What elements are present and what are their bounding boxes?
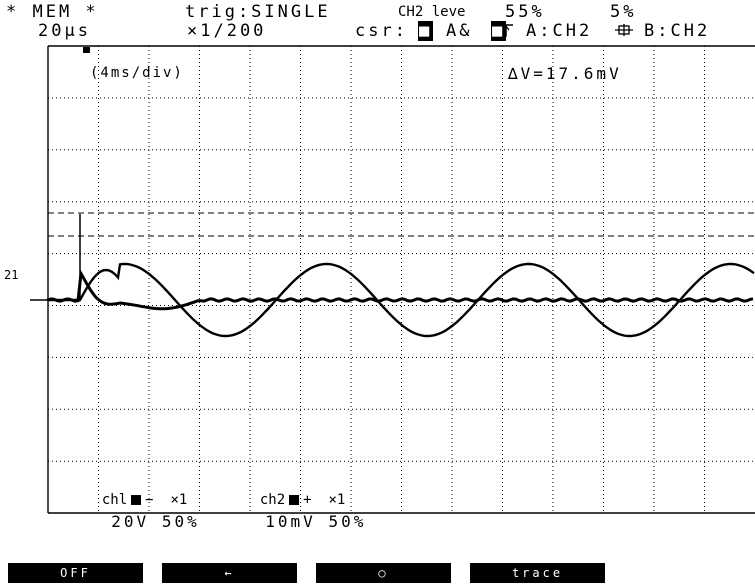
ch2-settings: 10mV 50% <box>240 493 366 531</box>
delta-v-readout: ∆V=17.6mV <box>508 64 622 83</box>
time-div-label: (4ms/div) <box>90 65 184 81</box>
waveform-ch1 <box>46 268 754 311</box>
ch1-swatch-icon <box>131 495 142 505</box>
ch2-mag: ×1 <box>328 492 346 508</box>
cursor-ab: A& <box>446 21 473 41</box>
ch1-polarity: − <box>145 492 154 508</box>
ch1-range: 20V <box>111 512 150 531</box>
softkey-back[interactable]: ← <box>162 563 297 583</box>
cursor-b-box-icon: ■ <box>491 21 507 41</box>
ch1-position: 50% <box>161 512 200 531</box>
scope-screen <box>30 45 755 514</box>
cursor-a-channel: A:CH2 <box>526 21 593 41</box>
softkey-trace[interactable]: trace <box>470 563 605 583</box>
ch2-range: 10mV <box>265 512 316 531</box>
ch2-swatch-icon <box>289 495 300 505</box>
level-marker-label: 21 <box>4 268 19 282</box>
sample-rate: 20µs <box>38 21 91 41</box>
ch1-label: chl <box>101 492 128 508</box>
cursor-label: csr: <box>355 21 408 41</box>
softkey-circle[interactable]: ○ <box>316 563 451 583</box>
cursor-b-channel: B:CH2 <box>644 21 711 41</box>
ch2-label: ch2 <box>259 492 286 508</box>
trigger-level: 55% <box>505 2 545 22</box>
ch1-settings: 20V 50% <box>86 493 200 531</box>
ch2-position: 50% <box>328 512 367 531</box>
time-ratio: ×1/200 <box>187 21 267 41</box>
trigger-source: CH2 leve <box>398 4 466 20</box>
softkey-off[interactable]: OFF <box>8 563 143 583</box>
ch1-info: chl − ×1 <box>85 476 187 508</box>
ch2-polarity: + <box>303 492 312 508</box>
pretrigger-icon <box>588 2 634 43</box>
ch2-info: ch2 + ×1 <box>243 476 345 508</box>
trigger-mode: trig:SINGLE <box>185 2 331 22</box>
mode-indicator: * MEM * <box>6 2 99 22</box>
waveform-ch2 <box>48 262 755 338</box>
pretrigger-value: 5% <box>610 2 637 22</box>
ch1-mag: ×1 <box>170 492 188 508</box>
cursor-a-box-icon: ■ <box>418 21 434 41</box>
screen-border <box>47 45 755 514</box>
trigger-point-icon <box>83 47 90 53</box>
